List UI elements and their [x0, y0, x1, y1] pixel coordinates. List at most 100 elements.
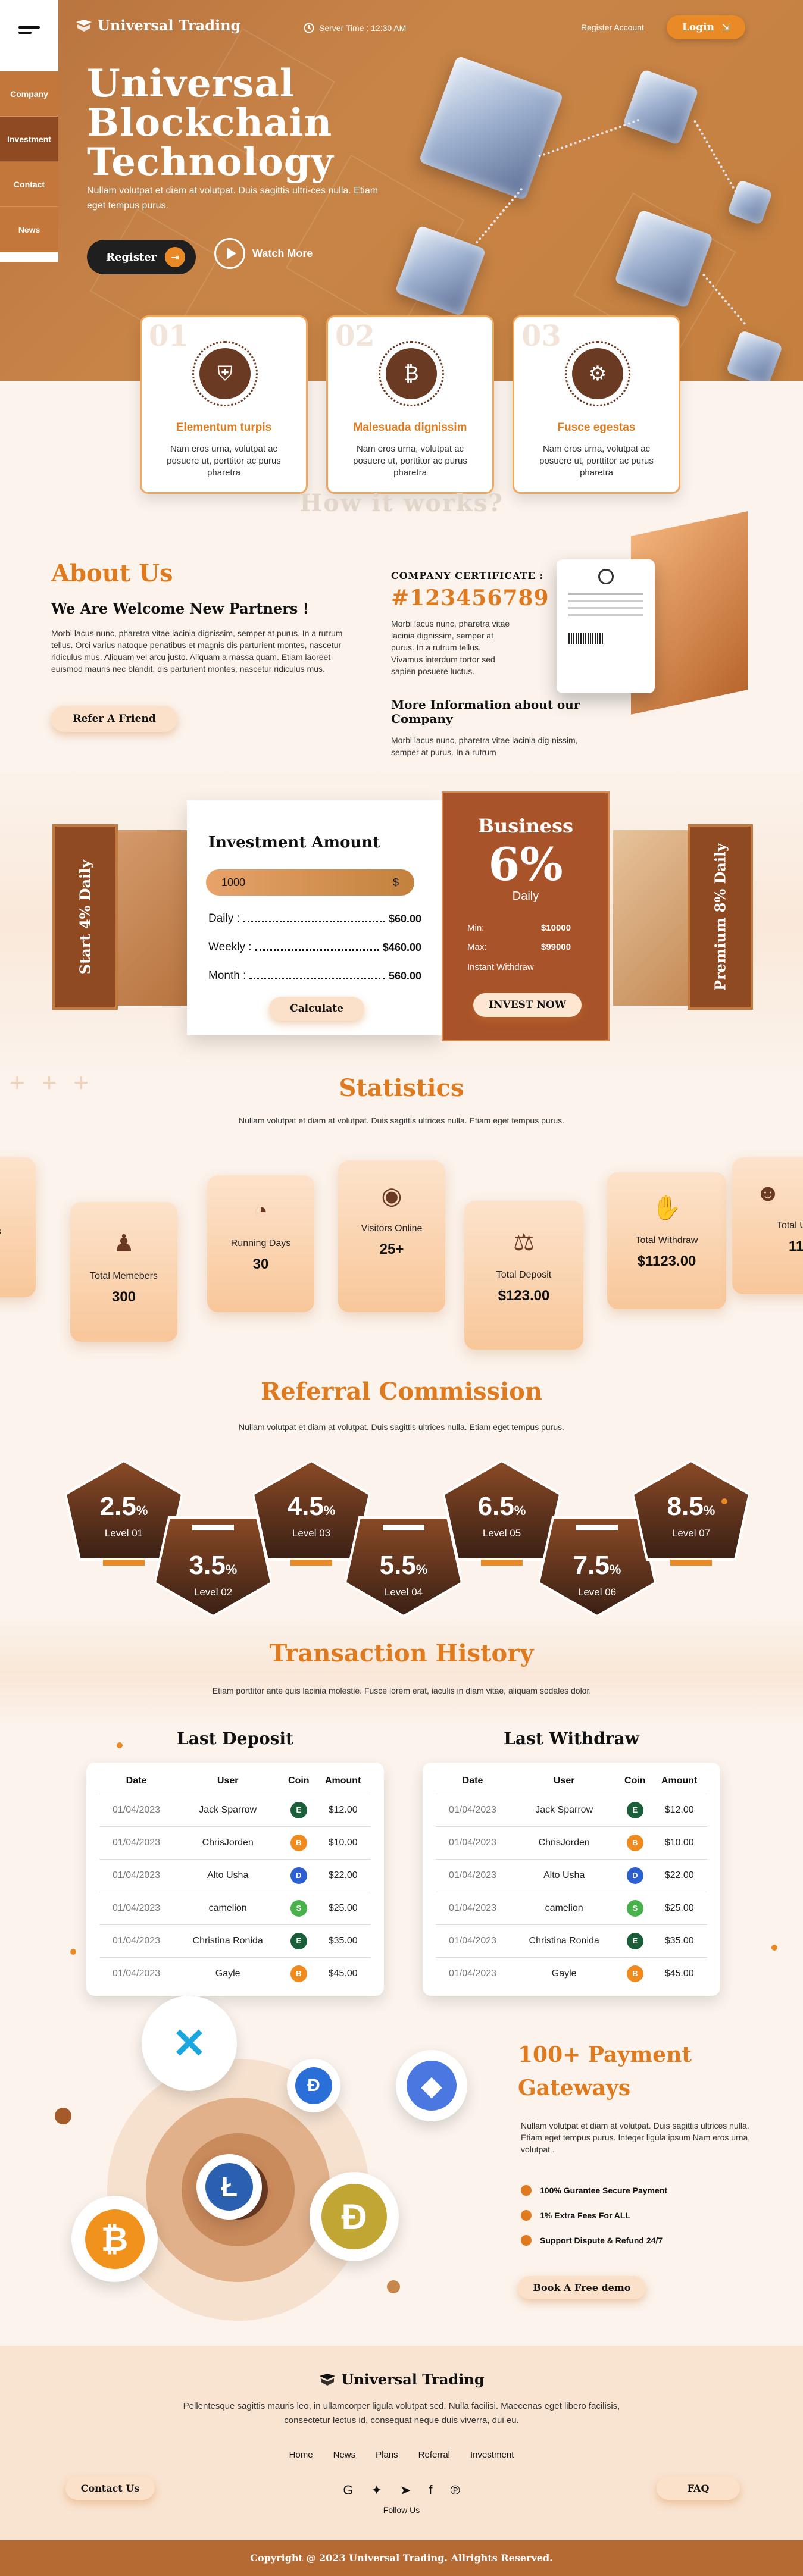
row-date: 01/04/2023 — [99, 1859, 174, 1892]
table-row: 01/04/2023 Gayle B $45.00 — [436, 1958, 707, 1990]
referral-level: 7.5% Level 06 — [539, 1500, 655, 1616]
row-user: Christina Ronida — [173, 1924, 283, 1958]
faq-button[interactable]: FAQ — [657, 2477, 740, 2500]
facebook-icon[interactable]: f — [429, 2483, 433, 2497]
footer-text: Pellentesque sagittis mauris leo, in ull… — [183, 2401, 620, 2425]
coin-icon: E — [626, 1933, 643, 1949]
menu-toggle-button[interactable] — [0, 0, 58, 60]
footer-link-investment[interactable]: Investment — [470, 2450, 514, 2460]
table-row: 01/04/2023 ChrisJorden B $10.00 — [99, 1826, 371, 1860]
ripple-icon: ✕ — [142, 1996, 237, 2091]
register-account-link[interactable]: Register Account — [581, 23, 644, 32]
level-percent: 5.5% — [345, 1551, 462, 1580]
orbit-dot — [55, 2108, 71, 2124]
footer-link-home[interactable]: Home — [289, 2450, 313, 2460]
google-icon[interactable]: G — [343, 2483, 354, 2497]
level-bar — [576, 1525, 618, 1530]
level-percent-sign: % — [136, 1503, 148, 1518]
payment-text: Nullam volutpat et diam at volutpat. Dui… — [521, 2121, 751, 2154]
stat-label: Total U — [777, 1220, 803, 1231]
level-percent: 6.5% — [443, 1492, 560, 1522]
month-label: Month : — [208, 969, 246, 982]
invest-now-button[interactable]: INVEST NOW — [473, 993, 582, 1017]
sidebar-item-news[interactable]: News — [0, 207, 58, 252]
footer-logo[interactable]: Universal Trading — [0, 2371, 803, 2388]
table-row: 01/04/2023 Alto Usha D $22.00 — [99, 1859, 371, 1892]
row-amount: $35.00 — [315, 1924, 371, 1958]
login-button[interactable]: Login ⇲ — [667, 15, 746, 39]
row-user: Gayle — [215, 1968, 240, 1979]
row-date: 01/04/2023 — [436, 1826, 510, 1860]
row-date: 01/04/2023 — [99, 1924, 174, 1958]
sidebar-item-contact[interactable]: Contact — [0, 162, 58, 207]
coin-icon: B — [290, 1835, 307, 1851]
register-label: Register — [106, 251, 157, 264]
row-coin: D — [618, 1859, 652, 1892]
bullet-dot-icon — [521, 2185, 532, 2196]
weekly-label: Weekly : — [208, 941, 252, 953]
telegram-icon[interactable]: ➤ — [399, 2483, 411, 2497]
table-row: 01/04/2023 Christina Ronida E $35.00 — [99, 1924, 371, 1958]
stat-value: $123.00 — [498, 1288, 550, 1304]
copyright-text: Copyright @ 2023 Universal Trading. Allr… — [250, 2552, 553, 2564]
refer-friend-button[interactable]: Refer A Friend — [51, 706, 177, 732]
footer-link-referral[interactable]: Referral — [418, 2450, 451, 2460]
stat-card: ✋ Total Withdraw $1123.00 — [607, 1172, 726, 1309]
amount-input[interactable]: 1000 $ — [206, 869, 414, 896]
level-percent-value: 5.5 — [379, 1551, 416, 1580]
litecoin-icon: Ł — [196, 2154, 262, 2220]
book-demo-button[interactable]: Book A Free demo — [518, 2276, 646, 2299]
pinterest-icon[interactable]: ℗ — [450, 2483, 460, 2497]
currency-symbol: $ — [392, 876, 399, 888]
row-amount: $25.00 — [315, 1892, 371, 1925]
level-label: Level 02 — [193, 1586, 233, 1598]
calculator-title: Investment Amount — [208, 834, 380, 852]
plan-tab-start[interactable]: Start 4% Daily — [52, 824, 118, 1010]
seal-icon — [598, 569, 614, 584]
settings-money-icon: ⚙ — [572, 348, 623, 399]
feature-card: 03 ⚙ Fusce egestas Nam eros urna, volutp… — [513, 315, 680, 494]
stat-value: $1123.00 — [637, 1253, 696, 1269]
row-coin: E — [618, 1794, 652, 1827]
plan-card-business: Business 6% Daily Min: $10000 Max: $9900… — [442, 791, 610, 1041]
daily-label: Daily : — [208, 912, 240, 925]
row-user: ChrisJorden — [173, 1826, 283, 1860]
pie-icon: ◔ — [253, 1198, 268, 1224]
plan-tab-premium[interactable]: Premium 8% Daily — [688, 824, 753, 1010]
row-user: camelion — [510, 1892, 619, 1925]
stat-value: 30 — [252, 1256, 269, 1272]
footer: Universal Trading Pellentesque sagittis … — [0, 2346, 803, 2576]
bullet-dot-icon — [521, 2235, 532, 2246]
payment-title-line: 100+ Payment — [518, 2042, 692, 2067]
calculate-button[interactable]: Calculate — [269, 997, 364, 1021]
level-bar — [481, 1560, 523, 1566]
clock-icon — [304, 23, 314, 33]
calculator-card: Investment Amount 1000 $ Daily : $60.00 W… — [187, 800, 443, 1035]
watch-more-button[interactable]: Watch More — [214, 238, 313, 269]
stat-card: estments 02 — [0, 1157, 36, 1297]
contact-us-button[interactable]: Contact Us — [65, 2477, 155, 2500]
plan-tab-label: Start 4% Daily — [76, 859, 94, 975]
column-header: Coin — [282, 1769, 315, 1794]
bullet-item: 1% Extra Fees For ALL — [521, 2210, 667, 2221]
more-info-text: Morbi lacus nunc, pharetra vitae lacinia… — [391, 735, 578, 757]
sidebar-item-company[interactable]: Company — [0, 71, 58, 117]
level-percent: 4.5% — [253, 1492, 370, 1522]
row-user: Jack Sparrow — [173, 1794, 283, 1827]
brand-logo[interactable]: Universal Trading — [75, 17, 240, 34]
twitter-icon[interactable]: ✦ — [371, 2483, 382, 2497]
certificate-text: Morbi lacus nunc, pharetra vitae lacinia… — [391, 619, 510, 676]
column-header: Amount — [651, 1769, 707, 1794]
row-coin: E — [282, 1794, 315, 1827]
feature-number: 03 — [521, 320, 561, 353]
footer-link-plans[interactable]: Plans — [376, 2450, 398, 2460]
footer-link-news[interactable]: News — [333, 2450, 356, 2460]
hero-title: Universal Blockchain Technology — [87, 64, 334, 182]
register-button[interactable]: Register ⇥ — [87, 240, 196, 274]
withdraw-icon: ✋ — [652, 1195, 682, 1221]
transactions-text: Etiam porttitor ante quis lacinia molest… — [212, 1686, 592, 1695]
coin-icon: B — [290, 1965, 307, 1982]
sidebar-item-investment[interactable]: Investment — [0, 117, 58, 162]
row-amount: $10.00 — [315, 1826, 371, 1860]
coin-icon: E — [290, 1933, 307, 1949]
